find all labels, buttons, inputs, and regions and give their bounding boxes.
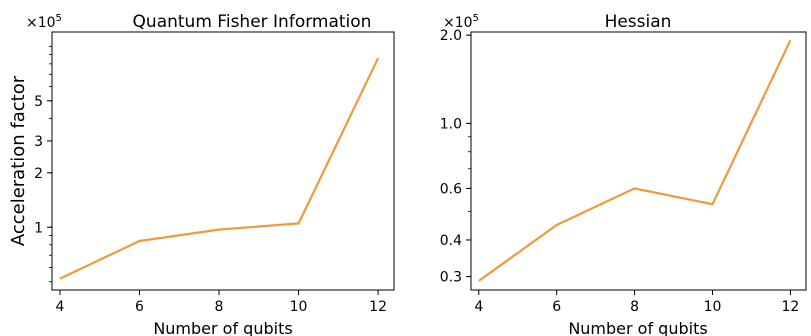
y-axis-label: Acceleration factor (8, 75, 29, 246)
y-tick-label: 2 (34, 166, 43, 182)
y-tick-label: 3 (34, 134, 43, 150)
y-tick-label: 1.0 (440, 116, 462, 132)
series-line (59, 57, 380, 280)
y-tick-label: 0.6 (440, 181, 462, 197)
plot-area (51, 31, 395, 291)
chart-hessian: 0.3 0.4 0.6 1.0 2.0 4 6 8 10 12 Hessian ×105 Num… (440, 12, 807, 336)
x-axis-label: Number of qubits (568, 319, 707, 336)
x-ticks: 4 6 8 10 12 (474, 290, 799, 315)
x-tick-label: 10 (704, 299, 722, 315)
x-tick-label: 8 (630, 299, 639, 315)
y-ticks: 1 2 3 5 (34, 94, 52, 236)
y-tick-label: 0.4 (440, 233, 462, 249)
x-ticks: 4 6 8 10 12 (55, 290, 387, 315)
y-multiplier: ×105 (443, 13, 479, 31)
chart-title: Quantum Fisher Information (133, 12, 372, 32)
x-tick-label: 6 (135, 299, 144, 315)
x-tick-label: 12 (782, 299, 800, 315)
y-tick-label: 2.0 (440, 28, 462, 44)
y-ticks: 0.3 0.4 0.6 1.0 2.0 (440, 28, 471, 286)
x-axis-label: Number of qubits (153, 319, 292, 336)
y-tick-label: 1 (34, 220, 43, 236)
x-tick-label: 4 (474, 299, 483, 315)
chart-title: Hessian (605, 12, 672, 32)
x-tick-label: 8 (215, 299, 224, 315)
series-line (478, 39, 792, 282)
x-tick-label: 6 (552, 299, 561, 315)
plot-area (470, 31, 807, 291)
y-tick-label: 5 (34, 94, 43, 110)
x-tick-label: 4 (55, 299, 64, 315)
x-tick-label: 10 (290, 299, 308, 315)
y-tick-label: 0.3 (440, 270, 462, 286)
y-multiplier: ×105 (26, 13, 62, 31)
x-tick-label: 12 (369, 299, 387, 315)
